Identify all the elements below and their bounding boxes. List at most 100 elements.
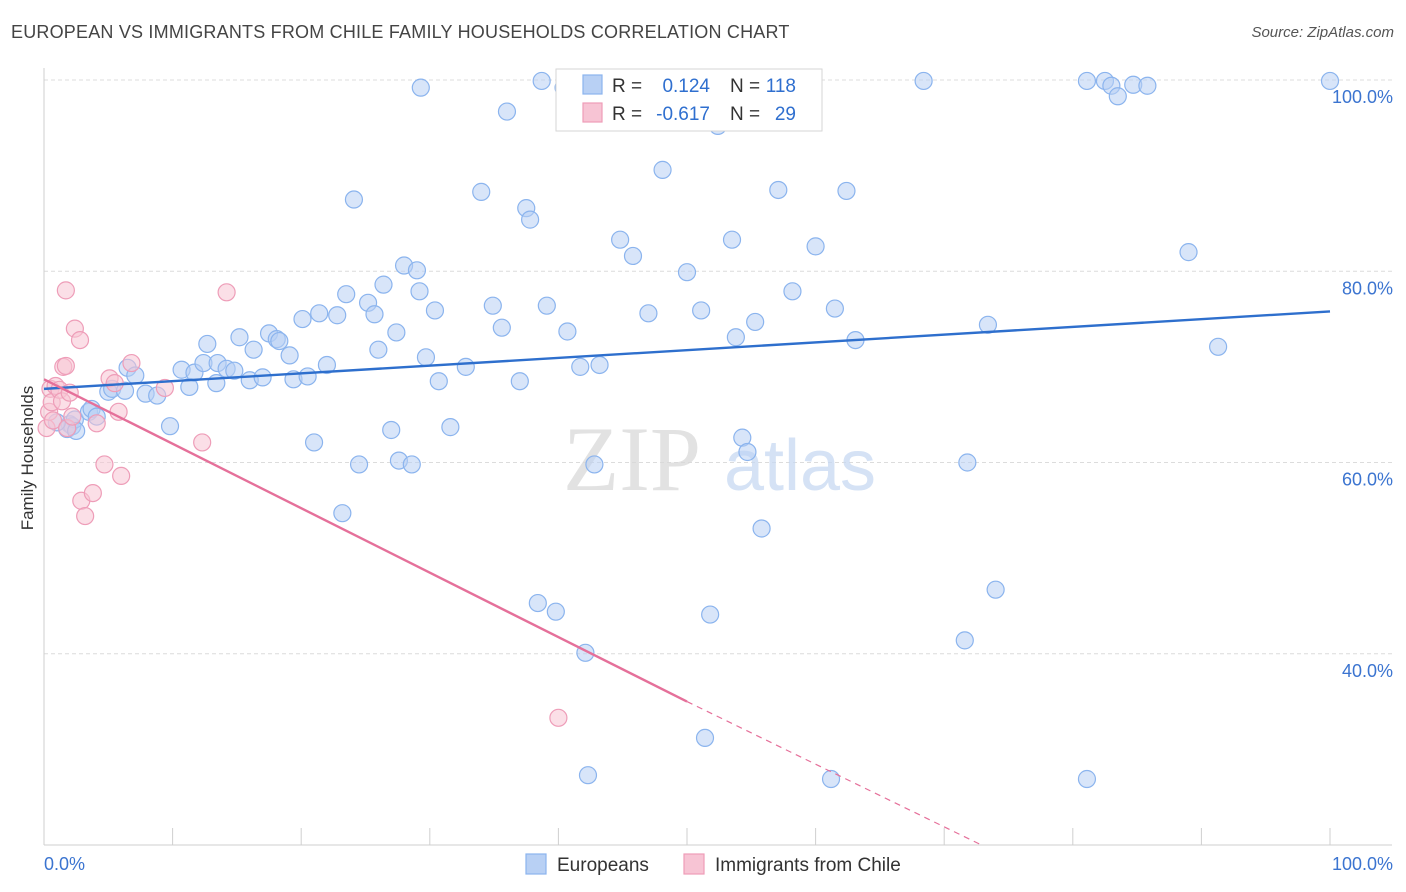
point-europeans: [585, 455, 604, 474]
point-europeans: [623, 246, 643, 266]
stats-r-value-chile: -0.617: [656, 104, 710, 125]
trendlines: [43, 310, 1331, 846]
point-europeans: [986, 580, 1005, 599]
point-europeans: [369, 340, 388, 359]
point-europeans: [769, 180, 788, 200]
point-europeans: [695, 728, 715, 748]
point-chile: [56, 281, 75, 300]
trendline-europeans: [43, 310, 1331, 391]
point-europeans: [410, 282, 429, 301]
point-chile: [87, 414, 106, 433]
point-europeans: [429, 372, 448, 391]
point-europeans: [349, 455, 369, 474]
point-europeans: [253, 368, 272, 387]
point-europeans: [230, 328, 249, 347]
point-europeans: [546, 602, 565, 621]
point-europeans: [955, 631, 974, 650]
point-europeans: [492, 318, 511, 337]
point-chile: [56, 356, 75, 376]
bottom-legend: Europeans Immigrants from Chile: [525, 853, 901, 876]
point-europeans: [337, 285, 356, 304]
stats-r-label-chile: R =: [612, 104, 642, 125]
point-europeans: [483, 296, 502, 315]
point-europeans: [978, 315, 998, 334]
stats-legend: R = 0.124 N = 118 R = -0.617 N = 29: [555, 68, 823, 132]
stats-r-value-europeans: 0.124: [662, 76, 710, 97]
point-europeans: [837, 181, 856, 201]
point-europeans: [365, 305, 384, 324]
point-europeans: [328, 306, 347, 325]
point-chile: [70, 331, 90, 350]
point-chile: [122, 353, 141, 373]
point-europeans: [425, 301, 445, 320]
point-europeans: [402, 455, 421, 474]
point-chile: [193, 433, 212, 452]
axes: [43, 68, 1392, 846]
point-europeans: [752, 519, 771, 538]
point-europeans: [578, 766, 598, 785]
point-europeans: [806, 237, 825, 256]
stats-r-label-europeans: R =: [612, 76, 642, 97]
stats-swatch-europeans: [582, 74, 603, 95]
y-tick-label: 100.0%: [1332, 87, 1393, 107]
watermark-zip: ZIP: [563, 408, 701, 510]
series-chile: [37, 281, 568, 727]
chart-source: Source: ZipAtlas.com: [1251, 24, 1394, 41]
point-europeans: [738, 442, 757, 462]
point-europeans: [1077, 71, 1097, 91]
point-chile: [76, 506, 95, 526]
point-chile: [549, 708, 568, 727]
point-chile: [217, 283, 236, 302]
point-europeans: [653, 160, 672, 179]
point-chile: [43, 411, 63, 430]
point-europeans: [701, 605, 720, 624]
point-europeans: [958, 453, 977, 472]
point-europeans: [611, 230, 630, 249]
point-europeans: [472, 182, 491, 201]
y-tick-label: 60.0%: [1342, 470, 1393, 490]
stats-n-label-europeans: N =: [730, 76, 760, 97]
point-europeans: [225, 361, 244, 380]
point-europeans: [333, 504, 352, 523]
point-europeans: [1108, 87, 1127, 106]
point-europeans: [382, 420, 401, 440]
stats-n-label-chile: N =: [730, 104, 760, 125]
point-europeans: [304, 433, 324, 452]
point-europeans: [1209, 337, 1228, 356]
point-europeans: [528, 593, 547, 613]
stats-n-value-europeans: 118: [766, 76, 796, 97]
stats-swatch-chile: [582, 102, 603, 123]
y-tick-label: 40.0%: [1342, 661, 1393, 681]
point-europeans: [590, 355, 609, 375]
point-europeans: [692, 301, 711, 320]
point-chile: [63, 407, 82, 426]
point-europeans: [298, 367, 317, 386]
point-europeans: [244, 340, 263, 359]
x-tick-label: 100.0%: [1332, 854, 1393, 874]
point-europeans: [1320, 71, 1340, 91]
watermark: ZIP atlas: [563, 408, 876, 510]
point-europeans: [537, 296, 556, 315]
point-europeans: [783, 282, 802, 301]
point-europeans: [270, 331, 289, 351]
point-europeans: [746, 312, 765, 332]
point-chile: [155, 378, 174, 398]
point-europeans: [441, 418, 460, 437]
point-europeans: [722, 230, 742, 249]
point-europeans: [344, 190, 364, 209]
point-europeans: [1138, 76, 1157, 95]
x-tick-label: 0.0%: [44, 854, 85, 874]
point-chile: [95, 455, 114, 474]
stats-n-value-chile: 29: [775, 104, 796, 125]
gridlines: [44, 79, 1392, 655]
legend-swatch-chile: [683, 853, 705, 875]
legend-swatch-europeans: [525, 853, 547, 875]
point-europeans: [726, 328, 745, 347]
point-europeans: [411, 78, 430, 97]
point-europeans: [293, 309, 312, 329]
point-europeans: [677, 263, 697, 282]
point-europeans: [558, 322, 577, 341]
point-europeans: [456, 357, 475, 376]
point-chile: [83, 484, 102, 503]
point-europeans: [821, 769, 841, 789]
